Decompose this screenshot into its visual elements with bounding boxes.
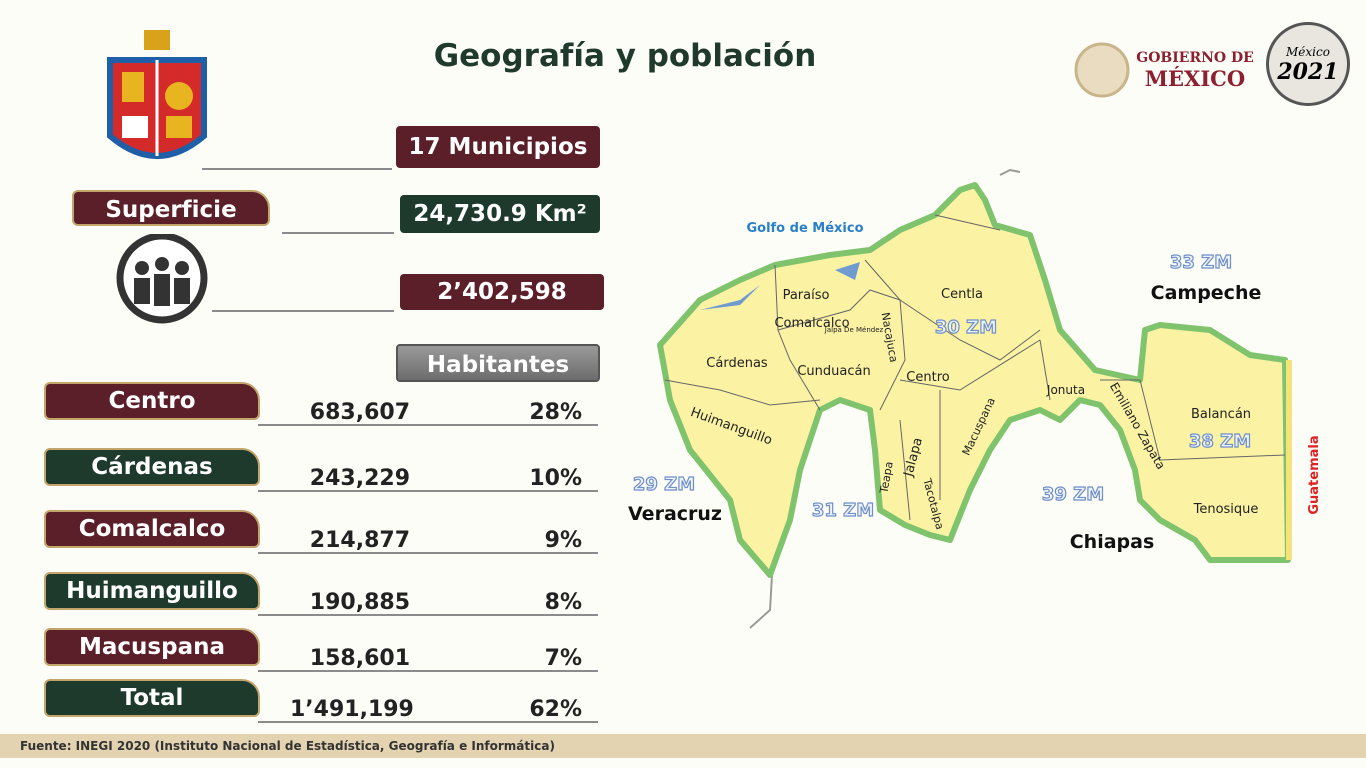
badge-line: México [1286,45,1330,59]
row-percent: 10% [529,466,582,491]
people-icon [116,234,208,324]
border-label: Guatemala [1307,435,1322,514]
row-rule [258,721,598,723]
row-label: Centro [44,382,260,420]
poblacion: 2’402,598 [400,274,604,310]
row-label: Comalcalco [44,510,260,548]
region-label: Comalcalco [774,316,849,331]
zm-label: 38 ZM [1189,431,1251,452]
row-label: Macuspana [44,628,260,666]
row-population: 243,229 [309,466,410,491]
region-label: Tenosique [1193,502,1259,517]
eagle-seal [1074,42,1130,98]
row-population: 190,885 [309,590,410,615]
row-rule [258,490,598,492]
badge-line: 2021 [1277,59,1339,85]
row-label: Total [44,679,260,717]
row-rule [258,670,598,672]
row-label: Huimanguillo [44,572,260,610]
map: Golfo de México Guatemala Paraíso Comalc… [628,168,1322,629]
superficie-value: 24,730.9 Km² [400,195,600,233]
region-label: Cunduacán [797,364,870,379]
municipios: 17 Municipios [396,126,600,168]
row-percent: 9% [544,528,582,553]
gobierno-logo: GOBIERNO DE MÉXICO [1136,50,1254,91]
row-population: 683,607 [309,400,410,425]
region-label: Cárdenas [706,356,768,371]
zm-label: 29 ZM [633,474,695,495]
sea-label: Golfo de México [746,221,863,236]
region-label: Centla [941,287,983,302]
state-label: Veracruz [628,503,722,525]
row-rule [258,424,598,426]
rule [212,310,394,312]
zm-label: 30 ZM [935,317,997,338]
row-percent: 28% [529,400,582,425]
coat-of-arms [107,30,207,159]
row-rule [258,614,598,616]
row-population: 158,601 [309,646,410,671]
zm-label: 33 ZM [1170,252,1232,273]
region-label: Centro [906,370,949,385]
year-badge: México 2021 [1266,22,1350,106]
row-percent: 62% [529,697,582,722]
row-label: Cárdenas [44,448,260,486]
region-label: Balancán [1191,407,1251,422]
rule [202,168,392,170]
region-label: Paraíso [783,288,830,303]
row-population: 1’491,199 [290,697,414,722]
row-rule [258,552,598,554]
title: Geografía y población [433,38,817,74]
row-percent: 7% [544,646,582,671]
state-label: Campeche [1151,282,1262,304]
region-label: Teapa [877,460,896,495]
superficie-label: Superficie [72,190,270,226]
state-label: Chiapas [1070,531,1155,553]
rule [282,232,394,234]
row-percent: 8% [544,590,582,615]
region-label: Jonuta [1046,383,1085,397]
zm-label: 39 ZM [1042,484,1104,505]
logo-line: MÉXICO [1144,66,1246,91]
habitantes-label: Habitantes [396,344,600,382]
footer-source: Fuente: INEGI 2020 (Instituto Nacional d… [0,734,1366,758]
region-label: Jalpa De Méndez [824,326,884,334]
row-population: 214,877 [309,528,410,553]
logo-line: GOBIERNO DE [1136,50,1254,66]
zm-label: 31 ZM [812,500,874,521]
